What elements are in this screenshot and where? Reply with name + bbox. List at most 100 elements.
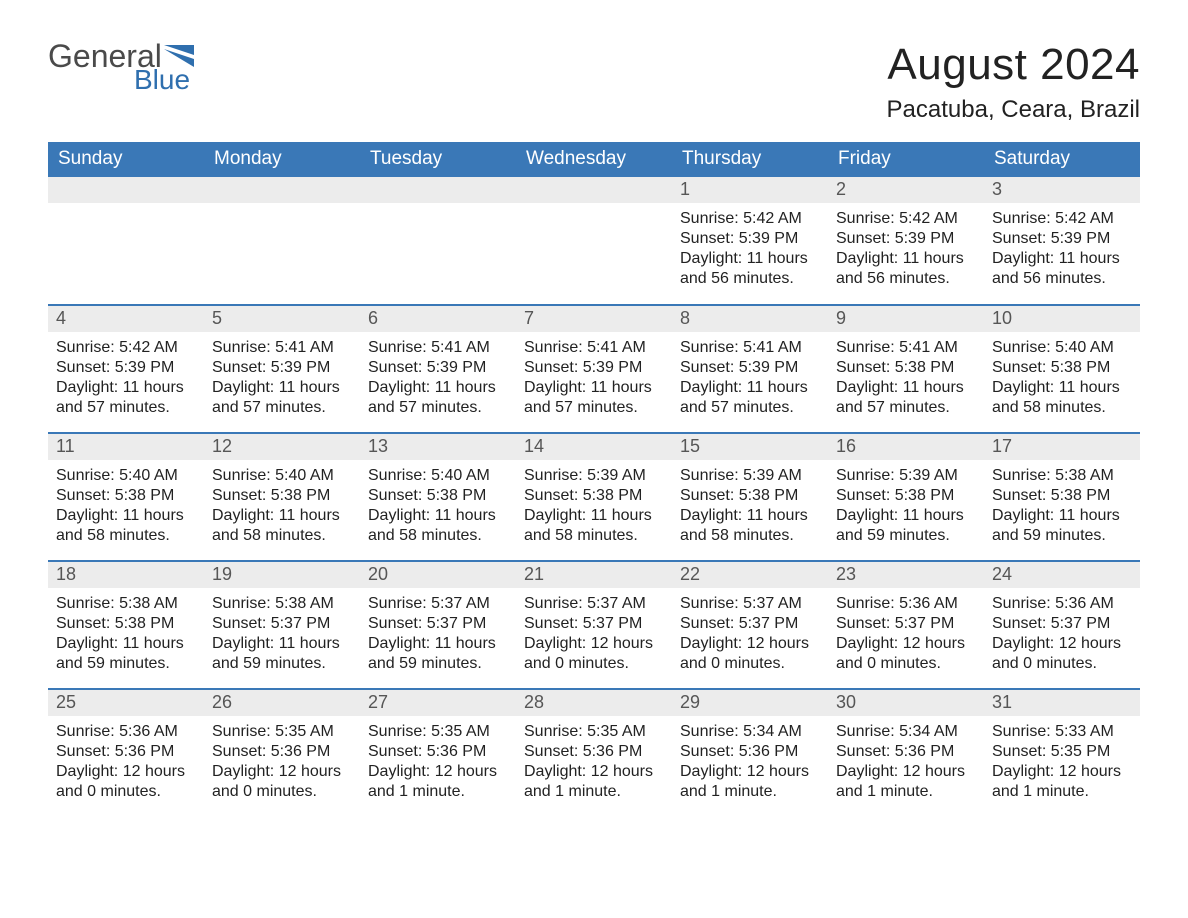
daylight-line: Daylight: 12 hours and 0 minutes. <box>680 634 820 674</box>
day-number: 5 <box>204 306 360 332</box>
day-details: Sunrise: 5:36 AMSunset: 5:36 PMDaylight:… <box>48 716 204 806</box>
sunrise-line: Sunrise: 5:34 AM <box>680 722 820 742</box>
calendar-empty-cell <box>516 177 672 305</box>
sunset-line: Sunset: 5:39 PM <box>680 229 820 249</box>
day-number: 15 <box>672 434 828 460</box>
daylight-line: Daylight: 12 hours and 1 minute. <box>524 762 664 802</box>
calendar-empty-cell <box>204 177 360 305</box>
sunrise-line: Sunrise: 5:37 AM <box>368 594 508 614</box>
day-details: Sunrise: 5:37 AMSunset: 5:37 PMDaylight:… <box>360 588 516 678</box>
sunset-line: Sunset: 5:39 PM <box>368 358 508 378</box>
sunset-line: Sunset: 5:38 PM <box>680 486 820 506</box>
sunset-line: Sunset: 5:36 PM <box>368 742 508 762</box>
sunset-line: Sunset: 5:36 PM <box>212 742 352 762</box>
calendar-day-cell: 30Sunrise: 5:34 AMSunset: 5:36 PMDayligh… <box>828 689 984 817</box>
daylight-line: Daylight: 11 hours and 58 minutes. <box>524 506 664 546</box>
calendar-day-cell: 6Sunrise: 5:41 AMSunset: 5:39 PMDaylight… <box>360 305 516 433</box>
sunrise-line: Sunrise: 5:33 AM <box>992 722 1132 742</box>
calendar-day-cell: 4Sunrise: 5:42 AMSunset: 5:39 PMDaylight… <box>48 305 204 433</box>
sunrise-line: Sunrise: 5:40 AM <box>56 466 196 486</box>
sunrise-line: Sunrise: 5:36 AM <box>56 722 196 742</box>
day-details: Sunrise: 5:34 AMSunset: 5:36 PMDaylight:… <box>828 716 984 806</box>
daylight-line: Daylight: 11 hours and 59 minutes. <box>56 634 196 674</box>
sunset-line: Sunset: 5:39 PM <box>212 358 352 378</box>
empty-day-strip <box>360 177 516 203</box>
sunset-line: Sunset: 5:36 PM <box>836 742 976 762</box>
sunrise-line: Sunrise: 5:37 AM <box>524 594 664 614</box>
day-details: Sunrise: 5:42 AMSunset: 5:39 PMDaylight:… <box>984 203 1140 293</box>
sunset-line: Sunset: 5:37 PM <box>212 614 352 634</box>
sunrise-line: Sunrise: 5:39 AM <box>836 466 976 486</box>
calendar-day-cell: 21Sunrise: 5:37 AMSunset: 5:37 PMDayligh… <box>516 561 672 689</box>
calendar-day-cell: 8Sunrise: 5:41 AMSunset: 5:39 PMDaylight… <box>672 305 828 433</box>
weekday-header: Wednesday <box>516 142 672 177</box>
calendar-day-cell: 27Sunrise: 5:35 AMSunset: 5:36 PMDayligh… <box>360 689 516 817</box>
daylight-line: Daylight: 11 hours and 56 minutes. <box>836 249 976 289</box>
daylight-line: Daylight: 12 hours and 1 minute. <box>368 762 508 802</box>
day-number: 2 <box>828 177 984 203</box>
sunrise-line: Sunrise: 5:42 AM <box>836 209 976 229</box>
day-number: 30 <box>828 690 984 716</box>
daylight-line: Daylight: 11 hours and 57 minutes. <box>56 378 196 418</box>
calendar-day-cell: 13Sunrise: 5:40 AMSunset: 5:38 PMDayligh… <box>360 433 516 561</box>
day-number: 17 <box>984 434 1140 460</box>
title-block: August 2024 Pacatuba, Ceara, Brazil <box>887 40 1140 124</box>
daylight-line: Daylight: 12 hours and 0 minutes. <box>212 762 352 802</box>
sunrise-line: Sunrise: 5:41 AM <box>524 338 664 358</box>
logo: General Blue <box>48 40 194 94</box>
sunrise-line: Sunrise: 5:40 AM <box>368 466 508 486</box>
sunrise-line: Sunrise: 5:38 AM <box>212 594 352 614</box>
daylight-line: Daylight: 11 hours and 57 minutes. <box>680 378 820 418</box>
calendar-day-cell: 5Sunrise: 5:41 AMSunset: 5:39 PMDaylight… <box>204 305 360 433</box>
sunrise-line: Sunrise: 5:42 AM <box>680 209 820 229</box>
logo-flag-icon <box>164 45 194 67</box>
daylight-line: Daylight: 11 hours and 57 minutes. <box>524 378 664 418</box>
daylight-line: Daylight: 12 hours and 0 minutes. <box>836 634 976 674</box>
daylight-line: Daylight: 11 hours and 58 minutes. <box>992 378 1132 418</box>
day-details: Sunrise: 5:38 AMSunset: 5:38 PMDaylight:… <box>48 588 204 678</box>
daylight-line: Daylight: 11 hours and 57 minutes. <box>368 378 508 418</box>
sunset-line: Sunset: 5:39 PM <box>524 358 664 378</box>
sunset-line: Sunset: 5:38 PM <box>368 486 508 506</box>
daylight-line: Daylight: 12 hours and 0 minutes. <box>56 762 196 802</box>
sunset-line: Sunset: 5:37 PM <box>836 614 976 634</box>
sunrise-line: Sunrise: 5:39 AM <box>524 466 664 486</box>
calendar-day-cell: 2Sunrise: 5:42 AMSunset: 5:39 PMDaylight… <box>828 177 984 305</box>
calendar-day-cell: 17Sunrise: 5:38 AMSunset: 5:38 PMDayligh… <box>984 433 1140 561</box>
logo-text-bottom: Blue <box>134 66 194 94</box>
calendar-week-row: 11Sunrise: 5:40 AMSunset: 5:38 PMDayligh… <box>48 433 1140 561</box>
calendar-day-cell: 24Sunrise: 5:36 AMSunset: 5:37 PMDayligh… <box>984 561 1140 689</box>
day-number: 18 <box>48 562 204 588</box>
day-details: Sunrise: 5:40 AMSunset: 5:38 PMDaylight:… <box>204 460 360 550</box>
day-details: Sunrise: 5:41 AMSunset: 5:39 PMDaylight:… <box>204 332 360 422</box>
sunset-line: Sunset: 5:38 PM <box>836 358 976 378</box>
calendar-day-cell: 9Sunrise: 5:41 AMSunset: 5:38 PMDaylight… <box>828 305 984 433</box>
calendar-day-cell: 28Sunrise: 5:35 AMSunset: 5:36 PMDayligh… <box>516 689 672 817</box>
calendar-day-cell: 15Sunrise: 5:39 AMSunset: 5:38 PMDayligh… <box>672 433 828 561</box>
calendar-week-row: 4Sunrise: 5:42 AMSunset: 5:39 PMDaylight… <box>48 305 1140 433</box>
daylight-line: Daylight: 11 hours and 57 minutes. <box>212 378 352 418</box>
day-number: 12 <box>204 434 360 460</box>
sunrise-line: Sunrise: 5:41 AM <box>212 338 352 358</box>
calendar-day-cell: 18Sunrise: 5:38 AMSunset: 5:38 PMDayligh… <box>48 561 204 689</box>
day-details: Sunrise: 5:39 AMSunset: 5:38 PMDaylight:… <box>828 460 984 550</box>
sunset-line: Sunset: 5:37 PM <box>524 614 664 634</box>
sunrise-line: Sunrise: 5:42 AM <box>992 209 1132 229</box>
daylight-line: Daylight: 11 hours and 59 minutes. <box>368 634 508 674</box>
day-number: 4 <box>48 306 204 332</box>
calendar-day-cell: 29Sunrise: 5:34 AMSunset: 5:36 PMDayligh… <box>672 689 828 817</box>
calendar-day-cell: 23Sunrise: 5:36 AMSunset: 5:37 PMDayligh… <box>828 561 984 689</box>
daylight-line: Daylight: 12 hours and 1 minute. <box>836 762 976 802</box>
day-details: Sunrise: 5:39 AMSunset: 5:38 PMDaylight:… <box>516 460 672 550</box>
calendar-day-cell: 3Sunrise: 5:42 AMSunset: 5:39 PMDaylight… <box>984 177 1140 305</box>
calendar-empty-cell <box>48 177 204 305</box>
sunset-line: Sunset: 5:38 PM <box>56 486 196 506</box>
day-number: 31 <box>984 690 1140 716</box>
day-number: 16 <box>828 434 984 460</box>
sunset-line: Sunset: 5:37 PM <box>992 614 1132 634</box>
sunrise-line: Sunrise: 5:37 AM <box>680 594 820 614</box>
weekday-header-row: SundayMondayTuesdayWednesdayThursdayFrid… <box>48 142 1140 177</box>
page-header: General Blue August 2024 Pacatuba, Ceara… <box>48 40 1140 124</box>
calendar-day-cell: 14Sunrise: 5:39 AMSunset: 5:38 PMDayligh… <box>516 433 672 561</box>
sunset-line: Sunset: 5:39 PM <box>992 229 1132 249</box>
